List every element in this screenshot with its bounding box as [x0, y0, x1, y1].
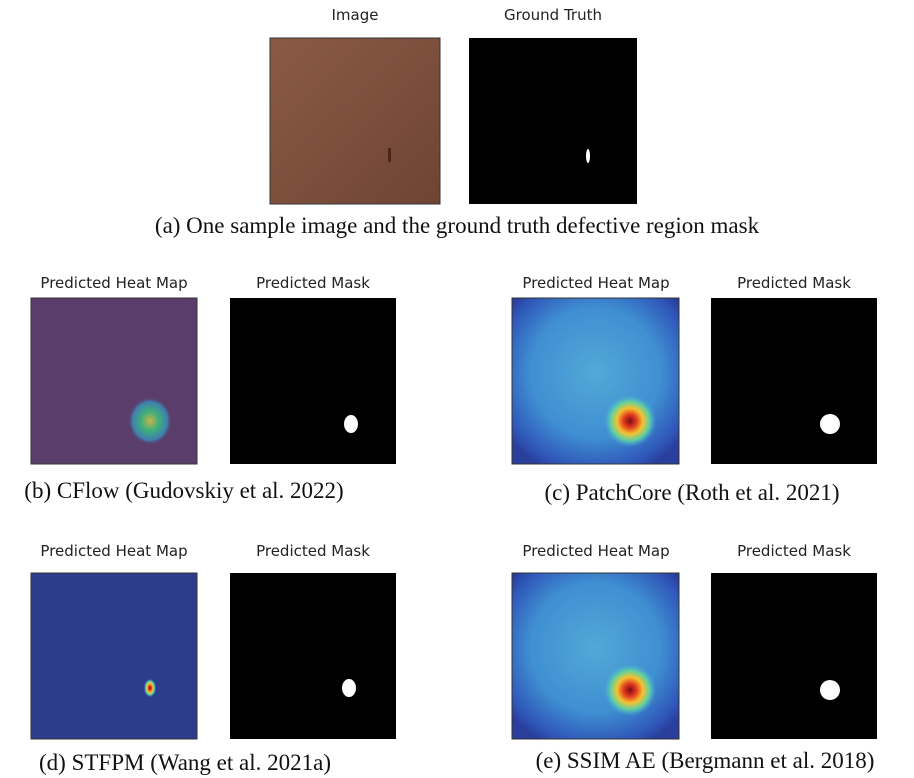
caption: (a) One sample image and the ground trut… — [155, 213, 760, 238]
mask-region — [342, 679, 356, 697]
heat-spot — [604, 664, 656, 716]
caption: (b) CFlow (Gudovskiy et al. 2022) — [24, 478, 343, 503]
heat-map — [512, 573, 679, 739]
heat-spot — [144, 679, 156, 697]
image-title: Predicted Mask — [737, 542, 851, 560]
image-title: Predicted Mask — [256, 274, 370, 292]
caption: (d) STFPM (Wang et al. 2021a) — [39, 750, 331, 775]
image-title: Predicted Heat Map — [522, 274, 669, 292]
heat-spot — [128, 397, 172, 445]
mask-region — [586, 149, 590, 163]
caption: (e) SSIM AE (Bergmann et al. 2018) — [536, 748, 875, 773]
mask-region — [820, 680, 840, 700]
image-title: Image — [332, 6, 379, 24]
sample-image — [270, 38, 440, 204]
image-title: Predicted Heat Map — [40, 542, 187, 560]
figure: Image Ground Truth (a) One sample image … — [0, 0, 914, 778]
mask-image — [711, 298, 877, 464]
image-title: Predicted Mask — [256, 542, 370, 560]
image-title: Predicted Mask — [737, 274, 851, 292]
mask-image — [230, 298, 396, 464]
heat-map — [31, 573, 197, 739]
heat-map — [31, 298, 197, 464]
mask-region — [344, 415, 358, 433]
mask-image — [469, 38, 637, 204]
mask-image — [230, 573, 396, 739]
heat-map — [512, 298, 679, 464]
page: {"panels": [ {"images": [{"title": "Imag… — [0, 0, 914, 778]
image-title: Ground Truth — [504, 6, 602, 24]
defect — [388, 148, 391, 162]
caption: (c) PatchCore (Roth et al. 2021) — [544, 480, 839, 505]
image-title: Predicted Heat Map — [522, 542, 669, 560]
image-title: Predicted Heat Map — [40, 274, 187, 292]
heat-spot — [604, 395, 656, 447]
mask-region — [820, 414, 840, 434]
mask-image — [711, 573, 877, 739]
